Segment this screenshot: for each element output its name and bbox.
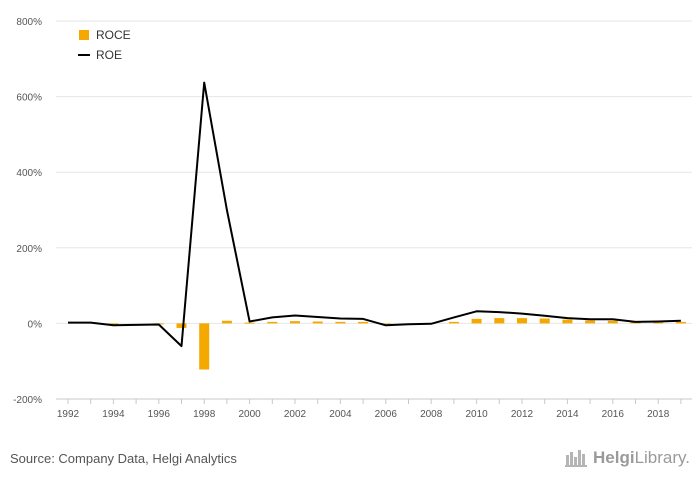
- roce-bar: [517, 318, 527, 324]
- library-icon: [565, 450, 587, 467]
- roce-bar: [539, 318, 550, 324]
- x-tick-label: 1992: [57, 409, 80, 420]
- x-tick-label: 2006: [375, 409, 398, 420]
- x-tick-label: 2002: [284, 409, 307, 420]
- chart: -200% 0% 200% 400% 600% 800% 1992 1994 1996 1998…: [13, 17, 692, 420]
- x-tick-label: 1996: [148, 409, 171, 420]
- x-tick-label: 2000: [238, 409, 261, 420]
- y-tick-label: 0%: [28, 319, 43, 330]
- roce-bar: [562, 319, 573, 324]
- x-tick-label: 1994: [102, 409, 125, 420]
- brand-suffix: Library.: [634, 448, 690, 467]
- y-tick-label: 200%: [16, 244, 42, 255]
- roce-bar: [380, 323, 391, 325]
- source-note: Source: Company Data, Helgi Analytics: [10, 451, 237, 466]
- x-tick-label: 2016: [602, 409, 625, 420]
- roce-bar: [199, 323, 210, 370]
- roe-line-layer: [68, 81, 681, 348]
- x-axis-ticks: 1992 1994 1996 1998 2000 2002 2004 2006 2008 2010…: [57, 399, 682, 420]
- roce-bar: [607, 320, 618, 324]
- roce-bar: [675, 321, 686, 324]
- x-tick-label: 2010: [465, 409, 488, 420]
- roce-bars: [108, 318, 686, 370]
- roce-bar: [653, 322, 664, 324]
- roce-bar: [471, 318, 482, 324]
- roce-bar: [176, 323, 187, 328]
- roce-bar: [108, 323, 119, 325]
- roce-bar: [494, 318, 505, 324]
- legend: ROCE ROE: [78, 28, 131, 62]
- roce-bar: [358, 321, 369, 324]
- roce-bar: [335, 321, 346, 324]
- legend-roe-label: ROE: [96, 48, 122, 62]
- y-tick-label: -200%: [13, 395, 42, 406]
- roe-line: [68, 81, 681, 348]
- x-tick-label: 2012: [511, 409, 534, 420]
- legend-roce-swatch: [79, 30, 89, 40]
- x-tick-label: 2018: [647, 409, 670, 420]
- x-tick-label: 2014: [556, 409, 579, 420]
- legend-roce-label: ROCE: [96, 28, 131, 42]
- x-tick-label: 1998: [193, 409, 216, 420]
- y-tick-label: 800%: [16, 17, 42, 28]
- roce-bar: [221, 320, 232, 324]
- brand-name: Helgi: [593, 448, 635, 467]
- y-tick-label: 600%: [16, 93, 42, 104]
- brand-logo[interactable]: Helgi Library.: [565, 448, 690, 468]
- roce-bar: [312, 321, 323, 324]
- roce-bar: [290, 321, 300, 324]
- roce-bar: [585, 320, 596, 324]
- roce-bar: [244, 322, 255, 324]
- x-tick-label: 2008: [420, 409, 443, 420]
- grid-lines: [56, 20, 692, 400]
- x-tick-label: 2004: [329, 409, 352, 420]
- y-tick-label: 400%: [16, 168, 42, 179]
- roce-bar: [267, 321, 278, 324]
- y-axis-ticks: -200% 0% 200% 400% 600% 800%: [13, 17, 42, 406]
- roce-bar: [448, 321, 459, 324]
